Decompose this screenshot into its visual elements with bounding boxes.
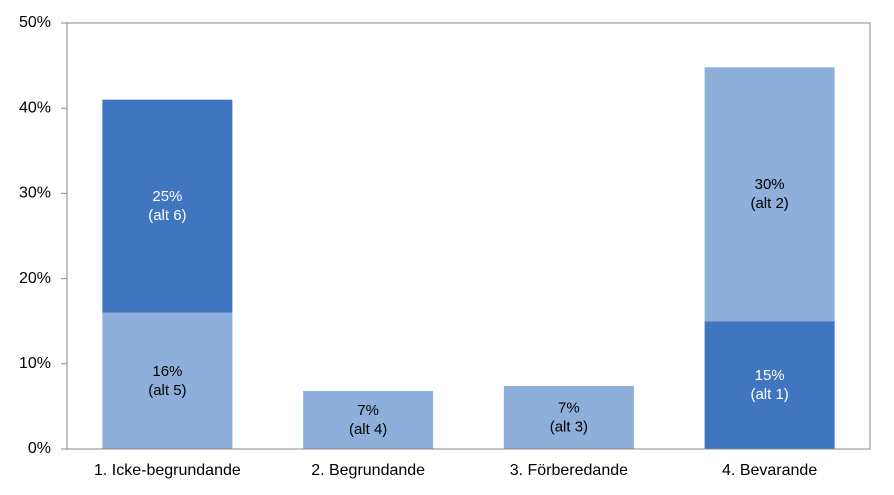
segment-note: (alt 4) (349, 421, 387, 438)
y-tick-label: 40% (19, 99, 51, 116)
x-tick-label: 1. Icke-begrundande (94, 462, 241, 479)
segment-note: (alt 1) (750, 386, 788, 403)
y-tick-label: 10% (19, 355, 51, 372)
x-tick-label: 4. Bevarande (722, 462, 817, 479)
y-tick-label: 20% (19, 270, 51, 287)
segment-note: (alt 3) (550, 418, 588, 435)
bar-segment (704, 321, 835, 449)
segment-note: (alt 5) (148, 382, 186, 399)
y-tick-label: 30% (19, 185, 51, 202)
x-tick-label: 2. Begrundande (311, 462, 425, 479)
y-tick-label: 50% (19, 14, 51, 31)
value-label: 7% (357, 402, 379, 419)
value-label: 16% (152, 363, 182, 380)
value-label: 25% (152, 188, 182, 205)
bar-segment (102, 99, 233, 313)
value-label: 15% (755, 367, 785, 384)
value-label: 30% (755, 176, 785, 193)
segment-note: (alt 6) (148, 207, 186, 224)
bar-segment (102, 312, 233, 449)
value-label: 7% (558, 399, 580, 416)
segment-note: (alt 2) (750, 195, 788, 212)
x-tick-label: 3. Förberedande (510, 462, 628, 479)
bar-segment (503, 385, 634, 449)
y-tick-label: 0% (28, 440, 51, 457)
bar-segment (704, 67, 835, 322)
bar-segment (303, 391, 434, 449)
